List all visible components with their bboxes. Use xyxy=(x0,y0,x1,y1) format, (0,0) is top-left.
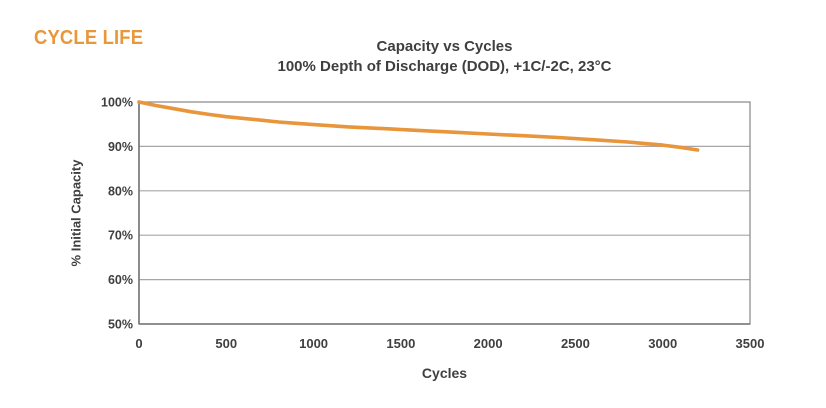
x-tick-label: 1500 xyxy=(386,336,415,351)
chart-title: Capacity vs Cycles xyxy=(376,38,513,55)
x-tick-label: 0 xyxy=(135,336,142,351)
series-line xyxy=(137,100,700,152)
y-tick-label: 60% xyxy=(108,273,133,287)
x-axis-title: Cycles xyxy=(421,365,468,381)
x-tick-label: 3500 xyxy=(736,336,765,351)
y-tick-label: 80% xyxy=(108,184,133,198)
y-tick-label: 50% xyxy=(108,318,133,332)
section-heading: CYCLE LIFE xyxy=(34,27,144,49)
x-tick-label: 2500 xyxy=(561,336,590,351)
chart-subtitle: 100% Depth of Discharge (DOD), +1C/-2C, … xyxy=(277,58,612,75)
plot-border xyxy=(138,101,751,325)
y-tick-label: 100% xyxy=(101,96,133,110)
y-tick-label: 90% xyxy=(108,140,133,154)
x-tick-label: 2000 xyxy=(474,336,503,351)
x-tick-label: 1000 xyxy=(299,336,328,351)
x-tick-label: 3000 xyxy=(648,336,677,351)
y-tick-label: 70% xyxy=(108,229,133,243)
x-tick-label: 500 xyxy=(215,336,237,351)
